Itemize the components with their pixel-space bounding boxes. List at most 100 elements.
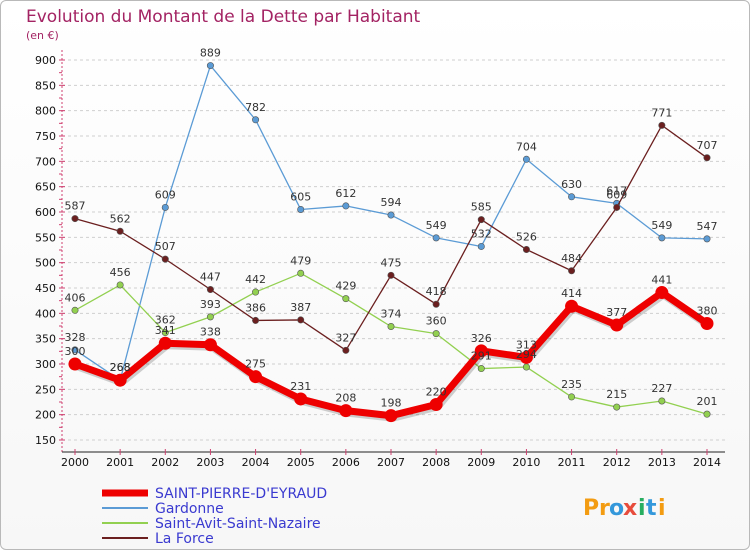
data-label-la-force: 475 <box>381 256 402 269</box>
data-label-la-force: 507 <box>155 240 176 253</box>
data-label-saint-avit-saint-nazaire: 406 <box>65 291 86 304</box>
point-la-force <box>342 346 350 354</box>
y-tick-label: 500 <box>35 257 56 270</box>
grid <box>62 59 725 441</box>
point-saint-pierre-d-eyraud <box>474 344 488 358</box>
data-label-saint-pierre-d-eyraud: 300 <box>65 345 86 358</box>
data-label-gardonne: 268 <box>110 361 131 374</box>
data-label-gardonne: 609 <box>155 188 176 201</box>
x-axis-ticks: 2000 2001 2002 2003 2004 2005 2006 2007 2008 2009… <box>61 456 721 469</box>
point-gardonne <box>568 193 576 201</box>
data-labels: 328 268 609 889 782 605 612 594 549 532 704 630 617 5… <box>65 47 718 410</box>
data-label-saint-avit-saint-nazaire: 235 <box>561 378 582 391</box>
point-saint-pierre-d-eyraud <box>565 299 579 313</box>
data-label-saint-pierre-d-eyraud: 275 <box>245 358 266 371</box>
y-tick-label: 150 <box>35 434 56 447</box>
y-tick-label: 800 <box>35 105 56 118</box>
point-saint-pierre-d-eyraud <box>700 316 714 330</box>
data-label-la-force: 587 <box>65 200 86 213</box>
legend-label: Gardonne <box>155 501 224 517</box>
data-label-gardonne: 549 <box>651 219 672 232</box>
x-tick-label: 2011 <box>558 456 586 469</box>
point-saint-pierre-d-eyraud <box>294 392 308 406</box>
logo-letter: x <box>623 496 637 521</box>
point-saint-avit-saint-nazaire <box>522 363 530 371</box>
data-label-saint-pierre-d-eyraud: 326 <box>471 332 492 345</box>
data-label-la-force: 526 <box>516 230 537 243</box>
point-la-force <box>206 286 214 294</box>
data-label-la-force: 447 <box>200 271 221 284</box>
y-tick-label: 700 <box>35 155 56 168</box>
point-gardonne <box>477 242 485 250</box>
x-tick-label: 2001 <box>106 456 134 469</box>
point-saint-pierre-d-eyraud <box>249 370 263 384</box>
point-saint-pierre-d-eyraud <box>203 338 217 352</box>
point-la-force <box>297 316 305 324</box>
x-tick-label: 2007 <box>377 456 405 469</box>
data-label-la-force: 387 <box>290 301 311 314</box>
data-label-gardonne: 782 <box>245 101 266 114</box>
point-la-force <box>432 300 440 308</box>
point-saint-avit-saint-nazaire <box>477 365 485 373</box>
point-saint-avit-saint-nazaire <box>432 330 440 338</box>
point-gardonne <box>658 234 666 242</box>
data-label-gardonne: 532 <box>471 227 492 240</box>
data-label-saint-pierre-d-eyraud: 208 <box>335 392 356 405</box>
x-tick-label: 2006 <box>332 456 360 469</box>
point-saint-avit-saint-nazaire <box>703 410 711 418</box>
data-label-gardonne: 547 <box>697 220 718 233</box>
y-tick-label: 900 <box>35 54 56 67</box>
x-tick-label: 2010 <box>512 456 540 469</box>
legend-label: La Force <box>155 531 214 547</box>
legend-label: SAINT-PIERRE-D'EYRAUD <box>155 486 327 502</box>
point-gardonne <box>161 203 169 211</box>
data-label-la-force: 484 <box>561 252 582 265</box>
data-label-saint-avit-saint-nazaire: 362 <box>155 314 176 327</box>
chart-subtitle: (en €) <box>26 29 59 42</box>
data-label-la-force: 585 <box>471 201 492 214</box>
point-la-force <box>658 121 666 129</box>
data-label-gardonne: 630 <box>561 178 582 191</box>
point-la-force <box>477 216 485 224</box>
data-label-saint-pierre-d-eyraud: 231 <box>290 380 311 393</box>
point-gardonne <box>342 202 350 210</box>
data-label-la-force: 609 <box>606 188 627 201</box>
point-saint-avit-saint-nazaire <box>342 295 350 303</box>
data-label-saint-avit-saint-nazaire: 215 <box>606 388 627 401</box>
point-saint-pierre-d-eyraud <box>610 318 624 332</box>
chart-title: Evolution du Montant de la Dette par Hab… <box>26 7 421 27</box>
point-gardonne <box>703 235 711 243</box>
data-label-gardonne: 704 <box>516 140 537 153</box>
y-tick-label: 550 <box>35 231 56 244</box>
y-tick-label: 450 <box>35 282 56 295</box>
data-label-gardonne: 617 <box>606 184 627 197</box>
point-la-force <box>116 227 124 235</box>
data-label-gardonne: 612 <box>335 187 356 200</box>
data-label-saint-avit-saint-nazaire: 442 <box>245 273 266 286</box>
point-saint-pierre-d-eyraud <box>655 286 669 300</box>
point-la-force <box>71 215 79 223</box>
point-gardonne <box>297 205 305 213</box>
data-label-gardonne: 549 <box>426 219 447 232</box>
x-tick-label: 2013 <box>648 456 676 469</box>
x-tick-label: 2002 <box>151 456 179 469</box>
point-saint-avit-saint-nazaire <box>206 313 214 321</box>
x-tick-label: 2005 <box>287 456 315 469</box>
point-saint-avit-saint-nazaire <box>161 329 169 337</box>
y-tick-label: 200 <box>35 409 56 422</box>
data-label-saint-avit-saint-nazaire: 360 <box>426 315 447 328</box>
y-tick-label: 250 <box>35 383 56 396</box>
series-lines <box>68 62 714 423</box>
x-tick-label: 2004 <box>242 456 270 469</box>
data-label-saint-avit-saint-nazaire: 291 <box>471 350 492 363</box>
point-saint-pierre-d-eyraud <box>68 357 82 371</box>
data-label-saint-pierre-d-eyraud: 441 <box>651 274 672 287</box>
logo-letter: o <box>609 496 624 521</box>
point-la-force <box>703 154 711 162</box>
data-label-saint-avit-saint-nazaire: 201 <box>697 395 718 408</box>
point-la-force <box>522 245 530 253</box>
data-label-saint-pierre-d-eyraud: 268 <box>110 361 131 374</box>
